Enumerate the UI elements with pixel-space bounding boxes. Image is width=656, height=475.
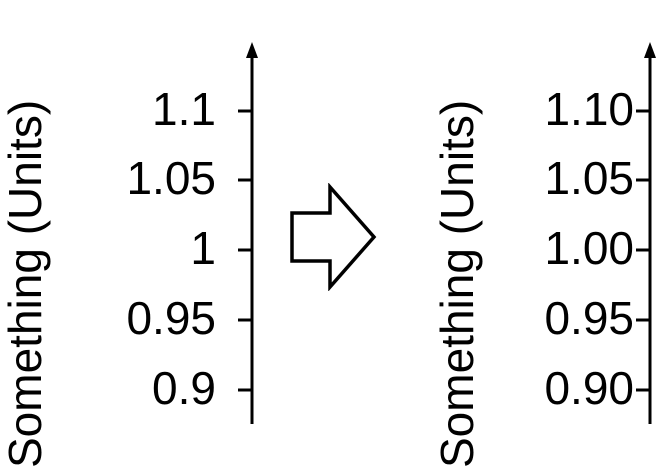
- tick-label: 0.9: [152, 362, 216, 414]
- tick-label: 0.95: [544, 292, 634, 344]
- before-axis-panel: Something (Units) 1.1 1.05 1 0.95 0.9: [0, 0, 260, 475]
- axis-line-group: [238, 42, 258, 424]
- tick-label: 1: [190, 222, 216, 274]
- tick-label: 1.05: [544, 152, 634, 204]
- tick-label: 1.00: [544, 222, 634, 274]
- tick-label: 1.05: [126, 152, 216, 204]
- tick-label: 1.1: [152, 83, 216, 135]
- after-axis-panel: Something (Units) 1.10 1.05 1.00 0.95 0.…: [396, 0, 656, 475]
- tick-label: 0.90: [544, 362, 634, 414]
- axis-arrowhead-icon: [246, 42, 258, 58]
- axis-line-group: [636, 42, 656, 424]
- axis-arrowhead-icon: [644, 42, 656, 58]
- tick-label: 1.10: [544, 83, 634, 135]
- tick-label: 0.95: [126, 292, 216, 344]
- hollow-right-arrow-icon: [290, 183, 377, 291]
